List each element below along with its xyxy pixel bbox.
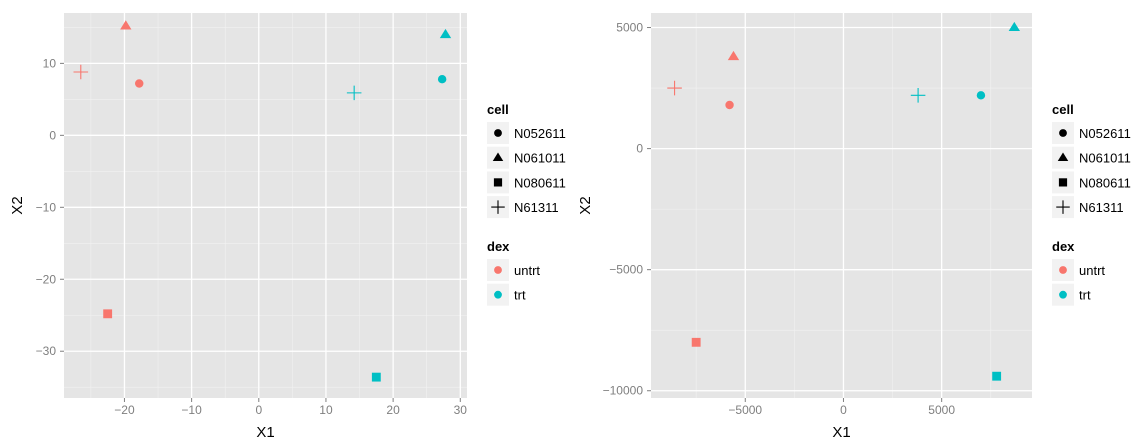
- x-axis-label: X1: [832, 424, 850, 438]
- legend-label: trt: [1079, 288, 1091, 303]
- data-point-N052611-trt: [976, 91, 986, 100]
- plot-panel: [651, 13, 1032, 398]
- data-point-N061011-trt: [439, 28, 452, 39]
- data-point-N61311-untrt: [667, 80, 682, 96]
- y-tick-label: 10: [43, 56, 57, 70]
- legend-label: N61311: [514, 200, 559, 215]
- legend-dot-icon: [1059, 266, 1067, 274]
- x-tick-label: 20: [386, 403, 400, 417]
- legend-label: N61311: [1079, 200, 1124, 215]
- legend-title-dex: dex: [487, 239, 510, 254]
- x-tick-label: 30: [454, 403, 468, 417]
- x-tick-label: 0: [840, 403, 847, 417]
- legend-triangle-icon: [492, 152, 504, 161]
- y-tick-label: 0: [636, 142, 643, 156]
- y-axis-label: X2: [9, 196, 26, 214]
- legend-title-cell: cell: [1052, 102, 1074, 117]
- legend-label: untrt: [1079, 263, 1105, 278]
- y-tick-label: −20: [36, 272, 57, 286]
- plot-2: −5000 0 5000 −10000 −5000 0 5000 X1 X2 cell N05261…: [577, 13, 1131, 441]
- data-point-N052611-untrt: [725, 100, 734, 110]
- legend-label: N061011: [514, 151, 566, 166]
- legend-label: N080611: [1079, 175, 1131, 190]
- legend-dot-icon: [1059, 290, 1067, 299]
- legend-title-cell: cell: [487, 102, 509, 117]
- data-point-N61311-trt: [346, 85, 362, 101]
- data-point-N61311-untrt: [73, 64, 89, 80]
- legend-square-icon: [1058, 178, 1068, 187]
- y-tick-label: −10000: [603, 384, 644, 398]
- data-point-N061011-trt: [1008, 21, 1020, 32]
- data-point-N61311-trt: [910, 88, 926, 103]
- plot-1: −20 −10 0 10 20 30 −30 −20 −10 0 10 X1 X2 cell N052611…: [9, 13, 566, 441]
- legend-circle-icon: [1059, 129, 1067, 137]
- x-axis-label: X1: [256, 424, 274, 438]
- y-tick-label: 5000: [616, 21, 643, 35]
- legend-dot-icon: [494, 290, 502, 299]
- data-point-N080611-untrt: [103, 309, 113, 319]
- data-point-N061011-untrt: [727, 50, 740, 61]
- data-points: [667, 21, 1020, 381]
- x-tick-label: 10: [319, 403, 333, 417]
- data-points: [73, 20, 452, 382]
- data-point-N080611-trt: [371, 372, 381, 382]
- legend-circle-icon: [494, 129, 502, 137]
- y-tick-label: −5000: [609, 263, 643, 277]
- legend-square-icon: [493, 178, 503, 187]
- y-tick-label: −10: [36, 200, 57, 214]
- data-point-N061011-untrt: [120, 20, 132, 30]
- legend-label: N052611: [514, 126, 566, 141]
- legend-label: N052611: [1079, 126, 1131, 141]
- legend-label: N061011: [1079, 151, 1131, 166]
- y-tick-label: 0: [49, 128, 56, 142]
- x-tick-label: −10: [181, 403, 202, 417]
- legend-title-dex: dex: [1052, 239, 1075, 254]
- legend: cell N052611 N061011 N080611 N61311 dex untrt t…: [1052, 102, 1131, 306]
- x-tick-label: −20: [114, 403, 135, 417]
- data-point-N080611-untrt: [691, 337, 701, 347]
- plot-panel: [64, 13, 467, 398]
- legend-label: N080611: [514, 175, 566, 190]
- y-axis-label: X2: [577, 196, 594, 214]
- legend: cell N052611 N061011 N080611 N61311 dex untrt t…: [487, 102, 566, 306]
- data-point-N080611-trt: [992, 371, 1002, 381]
- legend-triangle-icon: [1057, 152, 1069, 161]
- data-point-N052611-untrt: [135, 79, 144, 88]
- x-tick-label: −5000: [728, 403, 762, 417]
- legend-dot-icon: [494, 266, 502, 274]
- x-tick-label: 5000: [928, 403, 955, 417]
- legend-label: untrt: [514, 263, 540, 278]
- y-tick-label: −30: [36, 344, 57, 358]
- data-point-N052611-trt: [437, 74, 447, 84]
- x-tick-label: 0: [255, 403, 262, 417]
- legend-plus-icon: [1056, 200, 1070, 214]
- legend-label: trt: [514, 288, 526, 303]
- legend-plus-icon: [491, 200, 505, 214]
